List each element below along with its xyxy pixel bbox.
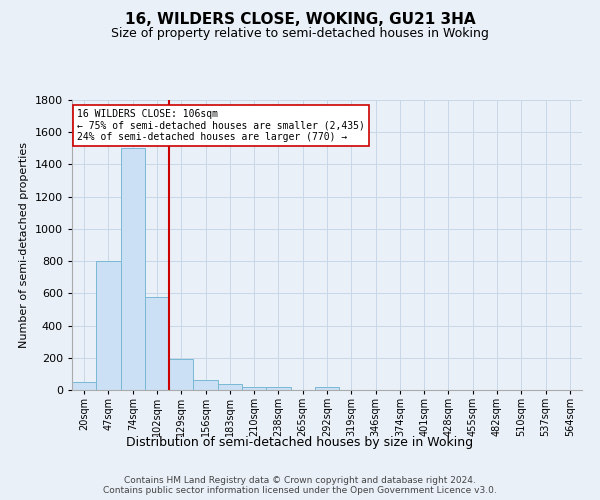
Text: Distribution of semi-detached houses by size in Woking: Distribution of semi-detached houses by …	[127, 436, 473, 449]
Bar	[266, 387, 290, 390]
Bar	[193, 380, 218, 390]
Y-axis label: Number of semi-detached properties: Number of semi-detached properties	[19, 142, 29, 348]
Text: Contains HM Land Registry data © Crown copyright and database right 2024.
Contai: Contains HM Land Registry data © Crown c…	[103, 476, 497, 495]
Bar	[121, 148, 145, 390]
Bar	[96, 261, 121, 390]
Bar	[72, 382, 96, 390]
Bar	[169, 360, 193, 390]
Bar	[218, 384, 242, 390]
Bar	[315, 387, 339, 390]
Text: 16 WILDERS CLOSE: 106sqm
← 75% of semi-detached houses are smaller (2,435)
24% o: 16 WILDERS CLOSE: 106sqm ← 75% of semi-d…	[77, 108, 365, 142]
Text: 16, WILDERS CLOSE, WOKING, GU21 3HA: 16, WILDERS CLOSE, WOKING, GU21 3HA	[125, 12, 475, 28]
Bar	[145, 296, 169, 390]
Text: Size of property relative to semi-detached houses in Woking: Size of property relative to semi-detach…	[111, 28, 489, 40]
Bar	[242, 387, 266, 390]
